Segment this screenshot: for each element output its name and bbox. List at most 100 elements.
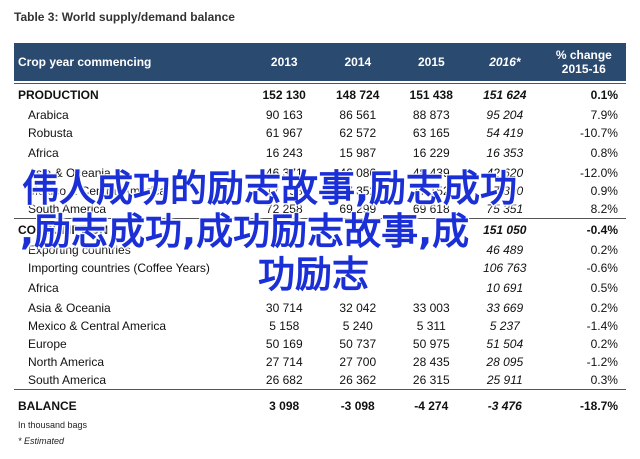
cell-year-2015: 151 438 [409,88,453,102]
cell-year-2014: 32 042 [339,301,377,315]
cell-year-2016: 28 095 [486,355,524,369]
cell-year-2014: 17 352 [339,184,377,198]
cell-year-2014: 15 987 [339,146,377,160]
header-change-line1: % change [555,48,612,62]
cell-change: -0.6% [586,261,618,275]
cell-year-2015: -4 274 [414,399,449,413]
cell-change: -1.4% [586,319,618,333]
row-label: BALANCE [18,399,77,413]
header-change: % change 2015-16 [542,48,626,76]
cell-year-2013: 26 682 [265,373,303,387]
cell-year-2015: 16 229 [412,146,450,160]
cell-year-2013: 50 169 [265,337,303,351]
table-row: Asia & Oceania 30 714 32 042 33 003 33 669 0.… [14,299,626,317]
cell-year-2016: 151 050 [483,223,527,237]
cell-year-2016: 75 351 [486,202,524,216]
row-label: South America [28,373,107,387]
row-label: CONSUMPTION [18,223,108,237]
cell-year-2014: 5 240 [342,319,373,333]
cell-change: 0.5% [590,281,618,295]
cell-year-2016: 5 237 [489,319,520,333]
cell-change: 0.2% [590,243,618,257]
watermark-line-1: 伟人成功的励志故事,励志成功 [22,167,518,210]
cell-year-2014: -3 098 [340,399,375,413]
cell-year-2014: 148 724 [336,88,380,102]
cell-year-2016: 54 419 [486,126,524,140]
table-row: Mexico & Central America 5 158 5 240 5 311 5… [14,317,626,335]
cell-year-2016: 33 669 [486,301,524,315]
cell-year-2013: 27 714 [265,355,303,369]
supply-demand-table: Crop year commencing 2013 2014 2015 2016… [14,43,626,422]
cell-year-2015: 33 003 [412,301,450,315]
header-year-2016: 2016* [489,55,521,69]
row-label: PRODUCTION [18,88,99,102]
cell-year-2015: 88 873 [412,108,450,122]
table-row: CONSUMPTION 151 050 -0.4% [14,218,626,241]
cell-change: 0.9% [590,184,618,198]
cell-year-2013: 46 371 [265,166,303,180]
watermark-line-3: 功励志 [258,253,369,296]
cell-change: 7.9% [590,108,618,122]
cell-year-2013: 30 714 [265,301,303,315]
cell-year-2016: 42 620 [486,166,524,180]
cell-year-2015: 28 435 [412,355,450,369]
table-body: PRODUCTION 152 130 148 724 151 438 151 624 0.… [14,83,626,422]
row-label: Asia & Oceania [28,166,111,180]
row-label: Asia & Oceania [28,301,111,315]
cell-change: 0.8% [590,146,618,160]
table-title: Table 3: World supply/demand balance [14,10,235,24]
cell-year-2015: 69 618 [412,202,450,216]
cell-year-2015: 50 975 [412,337,450,351]
cell-change: 0.2% [590,301,618,315]
cell-year-2016: 106 763 [483,261,527,275]
cell-year-2016: 51 504 [486,337,524,351]
footnote-estimated: * Estimated [18,436,65,446]
row-label: Africa [28,146,59,160]
cell-year-2014: 62 572 [339,126,377,140]
cell-change: 0.3% [590,373,618,387]
cell-year-2016: 46 489 [486,243,524,257]
footnote-units: In thousand bags [18,420,88,430]
row-label: South America [28,202,107,216]
cell-year-2015: 63 165 [412,126,450,140]
cell-year-2014: 46 086 [339,166,377,180]
table-row: Mexico & Central America 17 258 17 352 17 1… [14,182,626,200]
cell-year-2013: 3 098 [269,399,300,413]
cell-change: -0.4% [586,223,618,237]
header-year-2014: 2014 [344,55,372,69]
cell-year-2016: 10 691 [486,281,524,295]
cell-change: -1.2% [586,355,618,369]
row-label: Mexico & Central America [28,184,167,198]
cell-year-2014: 69 299 [339,202,377,216]
table-row: Asia & Oceania 46 371 46 086 48 439 42 620 -1… [14,164,626,182]
cell-year-2015: 26 315 [412,373,450,387]
table-row: Africa 16 243 15 987 16 229 16 353 0.8% [14,142,626,164]
table-row: South America 26 682 26 362 26 315 25 911 0.3… [14,371,626,389]
table-row: Robusta 61 967 62 572 63 165 54 419 -10.7% [14,124,626,142]
table-row: Exporting countries 46 489 0.2% [14,241,626,259]
cell-change: 0.2% [590,337,618,351]
cell-year-2016: 95 204 [486,108,524,122]
cell-year-2014: 27 700 [339,355,377,369]
cell-year-2016: 16 353 [486,146,524,160]
cell-year-2014: 26 362 [339,373,377,387]
table-row: Europe 50 169 50 737 50 975 51 504 0.2% [14,335,626,353]
table-row: Importing countries (Coffee Years) 106 76… [14,259,626,277]
cell-year-2015: 48 439 [412,166,450,180]
row-label: North America [28,355,105,369]
table-row: BALANCE 3 098 -3 098 -4 274 -3 476 -18.7% [14,389,626,422]
cell-change: 8.2% [590,202,618,216]
cell-year-2013: 5 158 [269,319,300,333]
table-row: PRODUCTION 152 130 148 724 151 438 151 624 0.… [14,83,626,106]
header-year-2015: 2015 [417,55,445,69]
cell-year-2013: 90 163 [265,108,303,122]
table-row: North America 27 714 27 700 28 435 28 095 -1.… [14,353,626,371]
cell-year-2016: 17 300 [486,184,524,198]
cell-year-2014: 86 561 [339,108,377,122]
watermark-line-2: ,励志成功,成功励志故事,成 [20,210,470,253]
cell-change: 0.1% [590,88,618,102]
row-label: Mexico & Central America [28,319,167,333]
cell-year-2013: 72 258 [265,202,303,216]
table-header: Crop year commencing 2013 2014 2015 2016… [14,43,626,81]
cell-change: -18.7% [579,399,618,413]
